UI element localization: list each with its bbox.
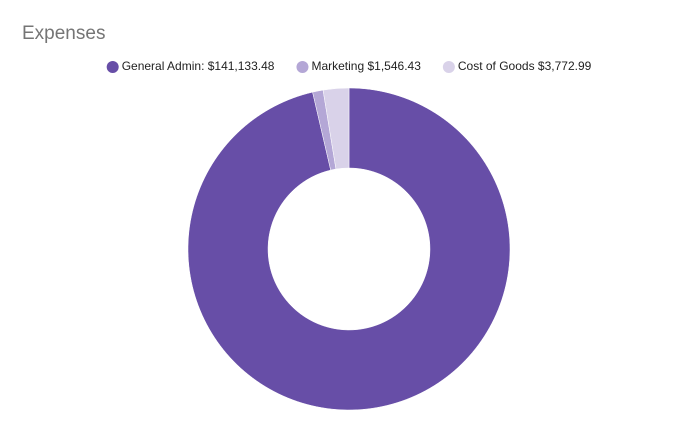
- legend-marker: [296, 61, 309, 73]
- legend-label: Marketing $1,546.43: [311, 59, 421, 73]
- slice: [322, 87, 350, 170]
- legend-marker: [106, 61, 119, 73]
- chart-title: Expenses: [22, 23, 105, 44]
- legend-marker: [442, 61, 455, 73]
- slice: [187, 87, 511, 411]
- legend-label: Cost of Goods $3,772.99: [458, 59, 592, 73]
- legend-label: General Admin: $141,133.48: [122, 59, 275, 73]
